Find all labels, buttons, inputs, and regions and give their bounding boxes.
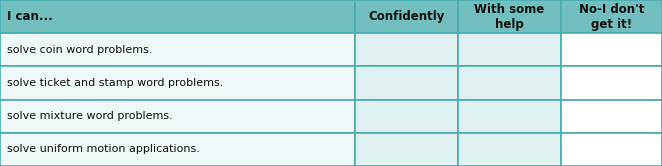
Bar (561, 33, 662, 66)
Bar (355, 100, 458, 133)
Bar (0, 33, 355, 66)
Bar (0, 100, 355, 133)
Bar (0, 133, 355, 166)
Text: solve mixture word problems.: solve mixture word problems. (7, 111, 172, 121)
Bar (458, 66, 561, 100)
Bar (458, 0, 561, 33)
Text: I can...: I can... (7, 10, 52, 23)
Bar (0, 0, 355, 33)
Bar (355, 33, 458, 66)
Bar (561, 66, 662, 100)
Text: Confidently: Confidently (369, 10, 445, 23)
Bar (561, 100, 662, 133)
Bar (355, 66, 458, 100)
Text: solve uniform motion applications.: solve uniform motion applications. (7, 144, 199, 154)
Bar (458, 33, 561, 66)
Text: With some
help: With some help (474, 3, 545, 31)
Text: solve coin word problems.: solve coin word problems. (7, 45, 152, 55)
Bar (561, 133, 662, 166)
Text: solve ticket and stamp word problems.: solve ticket and stamp word problems. (7, 78, 223, 88)
Bar (0, 66, 355, 100)
Bar (355, 133, 458, 166)
Text: No-I don't
get it!: No-I don't get it! (579, 3, 644, 31)
Bar (355, 0, 458, 33)
Bar (561, 0, 662, 33)
Bar (458, 133, 561, 166)
Bar (458, 100, 561, 133)
